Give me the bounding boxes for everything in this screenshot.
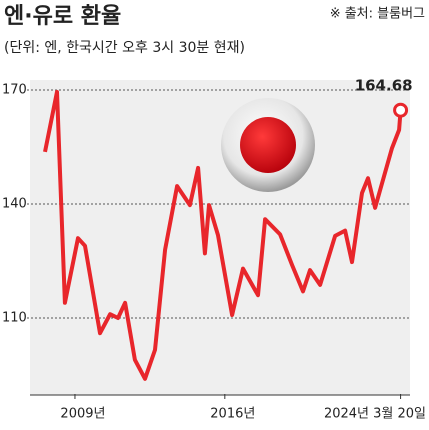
x-tick-label: 2009년 bbox=[60, 407, 105, 422]
chart-title: 엔·유로 환율 bbox=[4, 4, 121, 29]
y-tick-label: 110 bbox=[2, 311, 27, 326]
x-tick-label: 2024년 3월 20일 bbox=[324, 407, 426, 422]
subtitle: (단위: 엔, 한국시간 오후 3시 30분 현재) bbox=[4, 40, 245, 56]
value-label: 164.68 bbox=[355, 77, 413, 95]
y-tick-label: 170 bbox=[2, 83, 27, 98]
flag-sun bbox=[240, 117, 296, 173]
x-tick-label: 2016년 bbox=[210, 407, 255, 422]
line bbox=[43, 89, 403, 381]
y-tick-label: 140 bbox=[2, 197, 27, 212]
end-marker bbox=[393, 102, 409, 118]
source: ※ 출처: 블룸버그 bbox=[330, 7, 425, 22]
